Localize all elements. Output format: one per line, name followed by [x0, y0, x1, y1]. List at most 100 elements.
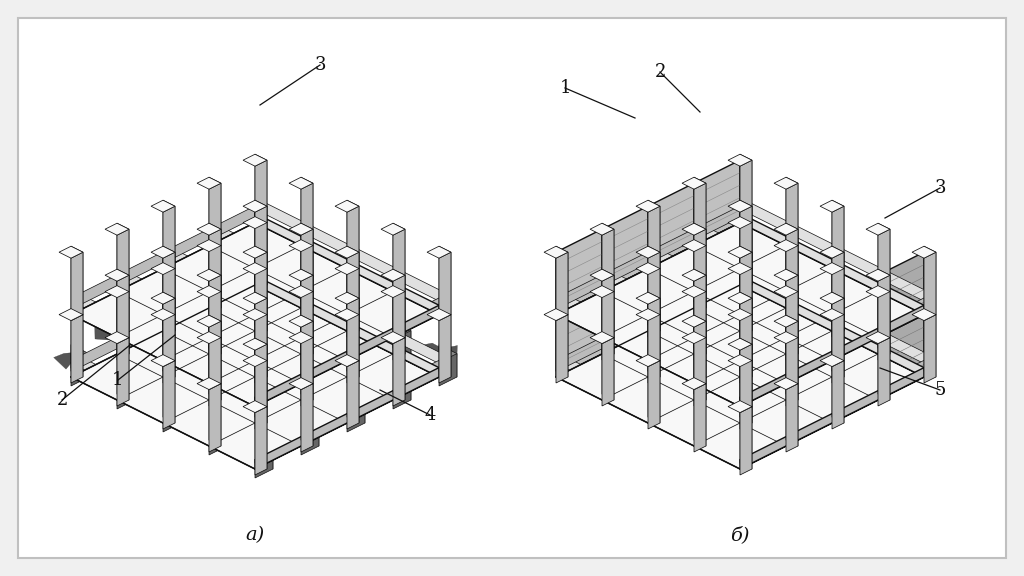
Polygon shape [230, 343, 261, 369]
Polygon shape [786, 223, 798, 291]
Polygon shape [301, 338, 313, 406]
Polygon shape [71, 344, 89, 377]
Polygon shape [347, 400, 365, 432]
Polygon shape [648, 309, 659, 377]
Polygon shape [786, 384, 798, 452]
Polygon shape [636, 355, 659, 366]
Polygon shape [698, 335, 882, 439]
Polygon shape [255, 308, 273, 340]
Polygon shape [728, 263, 752, 275]
Polygon shape [255, 213, 439, 314]
Text: 3: 3 [934, 179, 946, 197]
Polygon shape [544, 309, 568, 321]
Polygon shape [289, 223, 313, 235]
Polygon shape [347, 200, 359, 268]
Polygon shape [163, 206, 175, 275]
Polygon shape [381, 332, 404, 343]
Polygon shape [694, 223, 706, 291]
Polygon shape [152, 263, 175, 275]
Polygon shape [393, 338, 404, 406]
Polygon shape [786, 321, 798, 389]
Polygon shape [878, 269, 890, 338]
Polygon shape [163, 298, 181, 331]
Polygon shape [924, 314, 936, 383]
Polygon shape [167, 308, 351, 412]
Polygon shape [682, 240, 706, 252]
Polygon shape [393, 367, 411, 400]
Polygon shape [878, 291, 890, 360]
Polygon shape [255, 305, 439, 407]
Polygon shape [744, 262, 928, 366]
Polygon shape [197, 286, 221, 298]
Polygon shape [694, 160, 740, 245]
Polygon shape [728, 309, 752, 321]
Polygon shape [694, 222, 740, 308]
Polygon shape [301, 183, 313, 252]
Polygon shape [329, 343, 356, 358]
Polygon shape [427, 309, 451, 321]
Polygon shape [912, 246, 936, 258]
Polygon shape [335, 246, 359, 258]
Polygon shape [163, 308, 181, 340]
Polygon shape [740, 401, 752, 469]
Polygon shape [255, 407, 267, 475]
Polygon shape [652, 246, 837, 349]
Polygon shape [59, 309, 83, 321]
Polygon shape [602, 338, 614, 406]
Polygon shape [255, 298, 267, 366]
Polygon shape [728, 154, 752, 166]
Polygon shape [105, 223, 129, 235]
Polygon shape [75, 204, 259, 308]
Polygon shape [209, 269, 221, 338]
Polygon shape [602, 269, 614, 338]
Polygon shape [393, 223, 404, 291]
Polygon shape [163, 246, 175, 314]
Polygon shape [682, 332, 706, 343]
Polygon shape [682, 269, 706, 281]
Polygon shape [740, 160, 752, 229]
Polygon shape [560, 354, 744, 457]
Polygon shape [740, 206, 752, 275]
Polygon shape [924, 246, 936, 314]
Polygon shape [152, 292, 175, 304]
Polygon shape [924, 309, 936, 377]
Polygon shape [147, 301, 174, 323]
Polygon shape [301, 286, 313, 354]
Polygon shape [255, 262, 273, 294]
Polygon shape [255, 355, 267, 423]
Polygon shape [602, 229, 614, 298]
Polygon shape [301, 423, 318, 455]
Polygon shape [92, 321, 122, 340]
Polygon shape [728, 246, 752, 258]
Polygon shape [439, 314, 451, 383]
Polygon shape [301, 245, 313, 314]
Polygon shape [289, 269, 313, 281]
Polygon shape [694, 183, 706, 252]
Polygon shape [71, 285, 439, 469]
Polygon shape [347, 252, 359, 321]
Polygon shape [694, 291, 706, 360]
Polygon shape [682, 286, 706, 298]
Text: 2: 2 [56, 391, 68, 409]
Polygon shape [648, 245, 694, 331]
Polygon shape [347, 391, 365, 423]
Text: 2: 2 [654, 63, 666, 81]
Polygon shape [347, 268, 359, 337]
Polygon shape [740, 217, 752, 285]
Polygon shape [393, 269, 404, 338]
Polygon shape [163, 355, 175, 423]
Polygon shape [831, 309, 844, 377]
Polygon shape [243, 246, 267, 258]
Polygon shape [740, 222, 752, 291]
Polygon shape [209, 229, 221, 298]
Polygon shape [105, 269, 129, 281]
Polygon shape [439, 344, 457, 377]
Polygon shape [831, 252, 844, 321]
Polygon shape [786, 315, 798, 384]
Polygon shape [786, 378, 798, 446]
Polygon shape [117, 321, 135, 354]
Polygon shape [728, 292, 752, 304]
Text: 3: 3 [314, 56, 326, 74]
Polygon shape [255, 391, 273, 423]
Polygon shape [193, 323, 217, 349]
